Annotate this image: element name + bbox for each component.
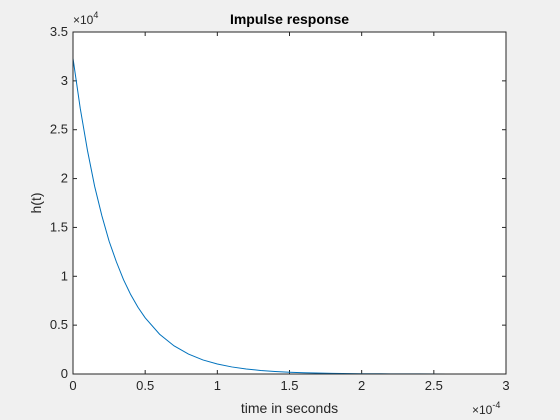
y-tick-label: 3	[61, 73, 68, 88]
x-tick-label: 3	[502, 378, 509, 393]
y-exponent-power: 4	[93, 10, 98, 20]
y-tick-label: 0.5	[50, 317, 68, 332]
x-tick-label: 0.5	[136, 378, 154, 393]
y-exponent-label: ×104	[73, 10, 98, 27]
x-tick-label: 2	[358, 378, 365, 393]
chart-title: Impulse response	[230, 11, 349, 27]
y-tick-label: 1.5	[50, 219, 68, 234]
x-exponent-base: ×10	[472, 403, 493, 417]
y-tick-label: 2	[61, 171, 68, 186]
x-exponent-power: -4	[492, 400, 500, 410]
y-exponent-base: ×10	[73, 13, 94, 27]
x-tick-label: 2.5	[425, 378, 443, 393]
x-tick-label: 1	[214, 378, 221, 393]
y-tick-label: 0	[61, 366, 68, 381]
x-exponent-label: ×10-4	[472, 400, 500, 417]
x-axis-label: time in seconds	[241, 400, 338, 416]
y-tick-label: 2.5	[50, 122, 68, 137]
axes-box	[72, 31, 507, 375]
ticks-layer: 0 0.5 1 1.5 2 2.5 3 0 0.5 1 1.5 2 2.5 3 3.5	[50, 24, 510, 393]
x-tick-label: 0	[69, 378, 76, 393]
y-tick-label: 1	[61, 268, 68, 283]
axes-background	[73, 32, 506, 374]
y-tick-label: 3.5	[50, 24, 68, 39]
y-axis-label: h(t)	[28, 193, 44, 214]
x-tick-label: 1.5	[280, 378, 298, 393]
